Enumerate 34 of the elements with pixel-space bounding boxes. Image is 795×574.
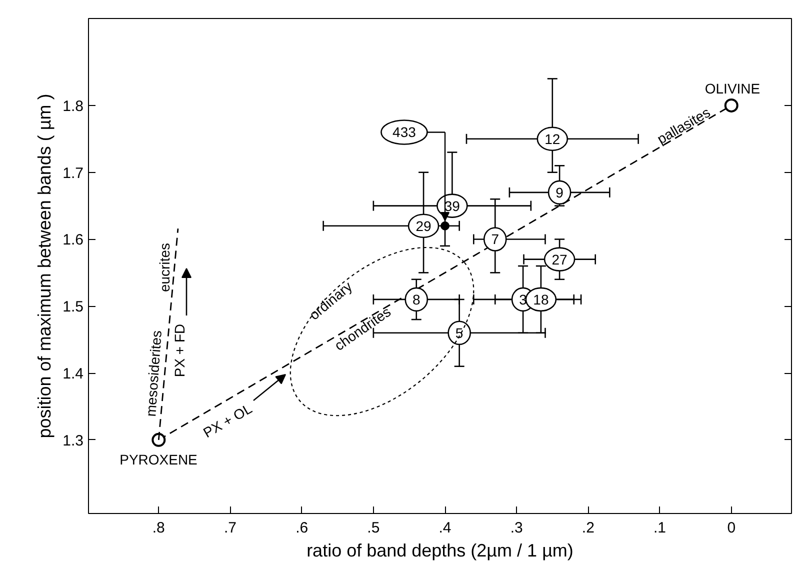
y-axis-title: position of maximum between bands ( µm ) bbox=[34, 94, 55, 438]
annotation: 8 bbox=[412, 291, 420, 308]
y-tick-label: 1.7 bbox=[62, 164, 84, 182]
y-tick-label: 1.5 bbox=[62, 298, 84, 316]
annotation: 433 bbox=[392, 124, 416, 140]
y-tick-label: 1.8 bbox=[62, 98, 84, 115]
y-tick-label: 1.3 bbox=[62, 432, 84, 450]
x-tick-label: .6 bbox=[296, 520, 308, 536]
x-tick-label: .2 bbox=[582, 520, 594, 536]
x-tick-label: .4 bbox=[438, 520, 452, 536]
annotation: 5 bbox=[455, 324, 464, 341]
x-axis-title: ratio of band depths (2µm / 1 µm) bbox=[306, 540, 574, 560]
annotation: 27 bbox=[552, 251, 568, 268]
annotation: 3 bbox=[519, 291, 528, 308]
x-tick-label: .7 bbox=[224, 520, 237, 536]
x-tick-label: .5 bbox=[367, 520, 380, 536]
annotation: PYROXENE bbox=[120, 452, 198, 468]
annotation: 39 bbox=[444, 198, 460, 214]
annotation: eucrites bbox=[156, 242, 172, 292]
annotation: 29 bbox=[416, 218, 432, 234]
annotation: PX + FD bbox=[172, 324, 188, 378]
y-tick-label: 1.6 bbox=[62, 232, 84, 249]
annotation: 12 bbox=[544, 130, 560, 147]
annotation: mesosiderites bbox=[142, 330, 164, 418]
x-tick-label: 0 bbox=[727, 520, 736, 536]
annotation: 7 bbox=[491, 231, 500, 248]
x-tick-label: .1 bbox=[654, 520, 666, 536]
annotation: PX + OL bbox=[200, 400, 255, 441]
x-tick-label: .3 bbox=[510, 520, 523, 536]
y-tick-label: 1.4 bbox=[62, 366, 84, 383]
annotation: 18 bbox=[533, 291, 549, 308]
annotation: OLIVINE bbox=[704, 80, 760, 96]
annotation: 9 bbox=[556, 184, 564, 200]
x-tick-label: .8 bbox=[152, 520, 165, 536]
